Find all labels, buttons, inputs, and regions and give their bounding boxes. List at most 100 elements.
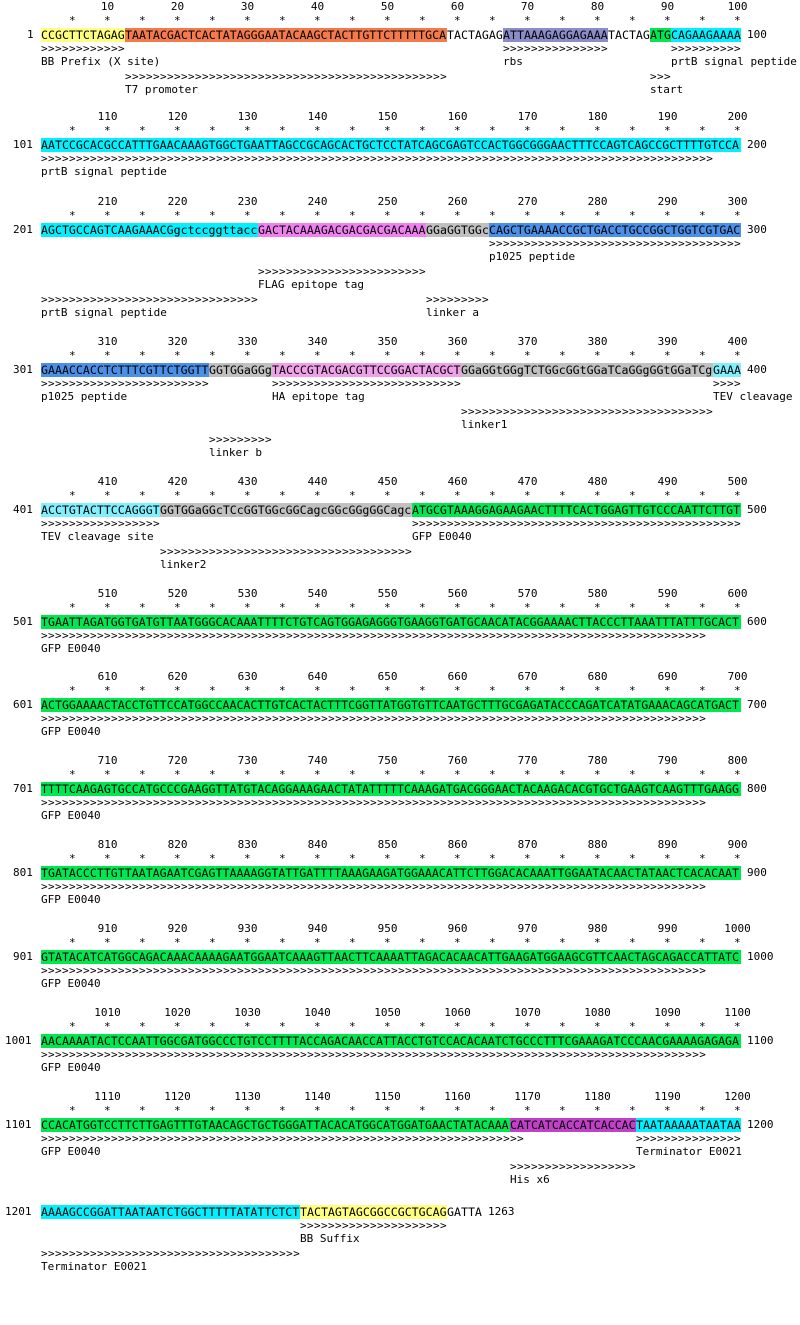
ruler-tick-label: 360 (447, 335, 468, 348)
ruler-star-mark: * (454, 1104, 461, 1117)
ruler-star-mark: * (349, 489, 356, 502)
ruler-star-mark: * (349, 14, 356, 27)
ruler-tick-label: 850 (377, 838, 398, 851)
sequence-segment: ATGCGTAAAGGAGAAGAACTTTTCACTGGAGTTGTCCCAA… (412, 503, 741, 517)
ruler-star-mark: * (419, 768, 426, 781)
ruler-star-mark: * (454, 349, 461, 362)
feature-label: prtB signal peptide (41, 165, 167, 178)
ruler-tick-label: 1050 (374, 1006, 401, 1019)
feature-label: HA epitope tag (272, 390, 365, 403)
ruler-star-mark: * (664, 1020, 671, 1033)
ruler-tick-label: 1040 (304, 1006, 331, 1019)
ruler-star-mark: * (419, 936, 426, 949)
ruler-star-mark: * (699, 124, 706, 137)
ruler-star-mark: * (594, 14, 601, 27)
feature-label: GFP E0040 (41, 893, 101, 906)
ruler-tick-label: 140 (307, 110, 328, 123)
row-end-number: 300 (747, 223, 767, 236)
ruler-star-mark: * (489, 489, 496, 502)
feature-arrow: >>>>>>>>>>>>>>>>>>>>>>>>>>>>>>>>>>>> (160, 546, 413, 557)
ruler-star-mark: * (279, 349, 286, 362)
ruler-star-mark: * (244, 852, 251, 865)
ruler-star-mark: * (489, 124, 496, 137)
feature-label: Terminator E0021 (636, 1145, 742, 1158)
ruler-tick-label: 160 (447, 110, 468, 123)
ruler-star-mark: * (664, 601, 671, 614)
ruler-star-mark: * (454, 852, 461, 865)
ruler-star-mark: * (594, 936, 601, 949)
sequence-segment: TACTAGTAGCGGCCGCTGCAG (300, 1205, 447, 1219)
ruler-star-mark: * (699, 1104, 706, 1117)
ruler-star-mark: * (454, 489, 461, 502)
ruler-star-mark: * (699, 852, 706, 865)
ruler-star-mark: * (734, 349, 741, 362)
sequence-line: TGATACCCTTGTTAATAGAATCGAGTTAAAAGGTATTGAT… (41, 866, 751, 880)
ruler-tick-label: 340 (307, 335, 328, 348)
sequence-line: ACCTGTACTTCCAGGGT GGTGGaGGcTCcGGTGGcGGCag… (41, 503, 751, 517)
ruler-star-mark: * (314, 768, 321, 781)
ruler-tick-label: 390 (657, 335, 678, 348)
sequence-segment: TTTTCAAGAGTGCCATGCCCGAAGGTTATGTACAGGAAAG… (41, 782, 741, 796)
ruler-star-mark: * (349, 124, 356, 137)
ruler-star-mark: * (699, 489, 706, 502)
ruler-star-mark: * (559, 1020, 566, 1033)
ruler-tick-label: 700 (727, 670, 748, 683)
ruler-star-mark: * (734, 124, 741, 137)
row-start-number: 801 (13, 866, 33, 879)
feature-label: p1025 peptide (41, 390, 128, 403)
ruler-star-mark: * (594, 124, 601, 137)
ruler-star-mark: * (384, 1104, 391, 1117)
ruler-star-mark: * (664, 1104, 671, 1117)
ruler-star-mark: * (419, 684, 426, 697)
ruler-star-mark: * (734, 489, 741, 502)
ruler-star-mark: * (664, 489, 671, 502)
ruler-star-mark: * (279, 768, 286, 781)
row-end-number: 400 (747, 363, 767, 376)
ruler-star-mark: * (244, 936, 251, 949)
ruler-star-mark: * (244, 601, 251, 614)
ruler-tick-label: 1130 (234, 1090, 261, 1103)
ruler-star-mark: * (629, 349, 636, 362)
ruler-star-mark: * (489, 209, 496, 222)
ruler-tick-label: 910 (97, 922, 118, 935)
ruler-star-mark: * (559, 1104, 566, 1117)
feature-label: BB Suffix (300, 1232, 360, 1245)
ruler-tick-label: 660 (447, 670, 468, 683)
ruler-tick-label: 890 (657, 838, 678, 851)
ruler-star-mark: * (664, 684, 671, 697)
ruler-star-mark: * (244, 124, 251, 137)
sequence-segment: GAAACCACCTCTTTCGTTCTGGTT (41, 363, 209, 377)
ruler-tick-label: 500 (727, 475, 748, 488)
row-start-number: 701 (13, 782, 33, 795)
sequence-segment: GATTA (447, 1205, 482, 1219)
ruler-star-mark: * (524, 601, 531, 614)
sequence-segment: ACTGGAAAACTACCTGTTCCATGGCCAACACTTGTCACTA… (41, 698, 741, 712)
ruler-tick-label: 150 (377, 110, 398, 123)
ruler-star-mark: * (174, 14, 181, 27)
row-end-number: 1263 (488, 1205, 515, 1218)
feature-arrow: >>>>>>>>>>>> (41, 43, 126, 54)
ruler-star-mark: * (419, 14, 426, 27)
ruler-star-mark: * (384, 936, 391, 949)
row-start-number: 1001 (5, 1034, 32, 1047)
ruler-star-mark: * (69, 936, 76, 949)
feature-arrow: >>>>>>>>> (209, 434, 273, 445)
sequence-segment: GTATACATCATGGCAGACAAACAAAAGAATGGAATCAAAG… (41, 950, 741, 964)
ruler-tick-label: 610 (97, 670, 118, 683)
ruler-star-mark: * (174, 852, 181, 865)
sequence-block: 310 320 330 340 350 360 370 380 390 400 * * * * * * * * * *… (0, 335, 800, 459)
ruler-star-mark: * (69, 601, 76, 614)
ruler-star-mark: * (734, 684, 741, 697)
ruler-tick-label: 290 (657, 195, 678, 208)
ruler-star-mark: * (384, 1020, 391, 1033)
ruler-star-mark: * (664, 14, 671, 27)
ruler-star-mark: * (699, 1020, 706, 1033)
ruler-star-mark: * (559, 209, 566, 222)
ruler-star-mark: * (314, 1020, 321, 1033)
ruler-star-mark: * (104, 209, 111, 222)
ruler-star-mark: * (69, 489, 76, 502)
sequence-segment: TACTAGAG (447, 28, 503, 42)
ruler-tick-label: 110 (97, 110, 118, 123)
ruler-tick-label: 100 (727, 0, 748, 13)
ruler-tick-label: 590 (657, 587, 678, 600)
